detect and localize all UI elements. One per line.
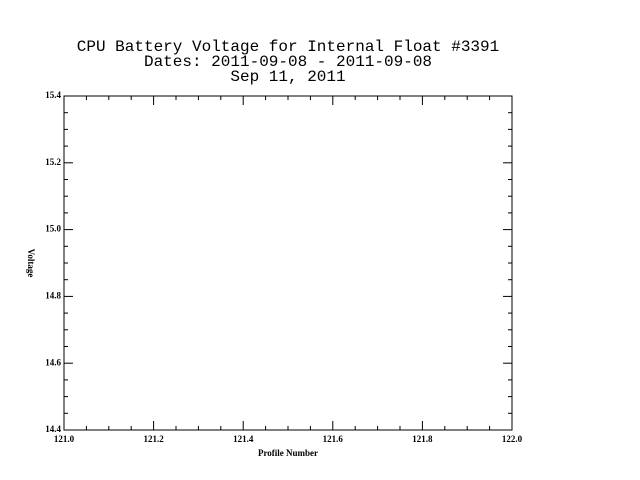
y-tick-label: 15.0: [45, 224, 61, 234]
x-tick-label: 122.0: [502, 434, 523, 444]
x-tick-label: 121.6: [323, 434, 344, 444]
x-tick-label: 121.4: [233, 434, 254, 444]
x-tick-label: 121.2: [143, 434, 164, 444]
y-tick-label: 14.8: [45, 290, 61, 300]
y-tick-label: 14.4: [45, 424, 61, 434]
chart-date: Sep 11, 2011: [230, 68, 345, 86]
x-tick-label: 121.8: [412, 434, 433, 444]
chart-subtitle: Dates: 2011-09-08 - 2011-09-08: [144, 53, 432, 71]
chart-title: CPU Battery Voltage for Internal Float #…: [77, 38, 499, 56]
x-axis-label: Profile Number: [258, 448, 318, 458]
x-tick-label: 121.0: [54, 434, 75, 444]
y-tick-label: 14.6: [45, 357, 61, 367]
y-tick-label: 15.2: [45, 157, 61, 167]
y-tick-label: 15.4: [45, 90, 61, 100]
y-axis-label: Voltage: [26, 249, 36, 278]
